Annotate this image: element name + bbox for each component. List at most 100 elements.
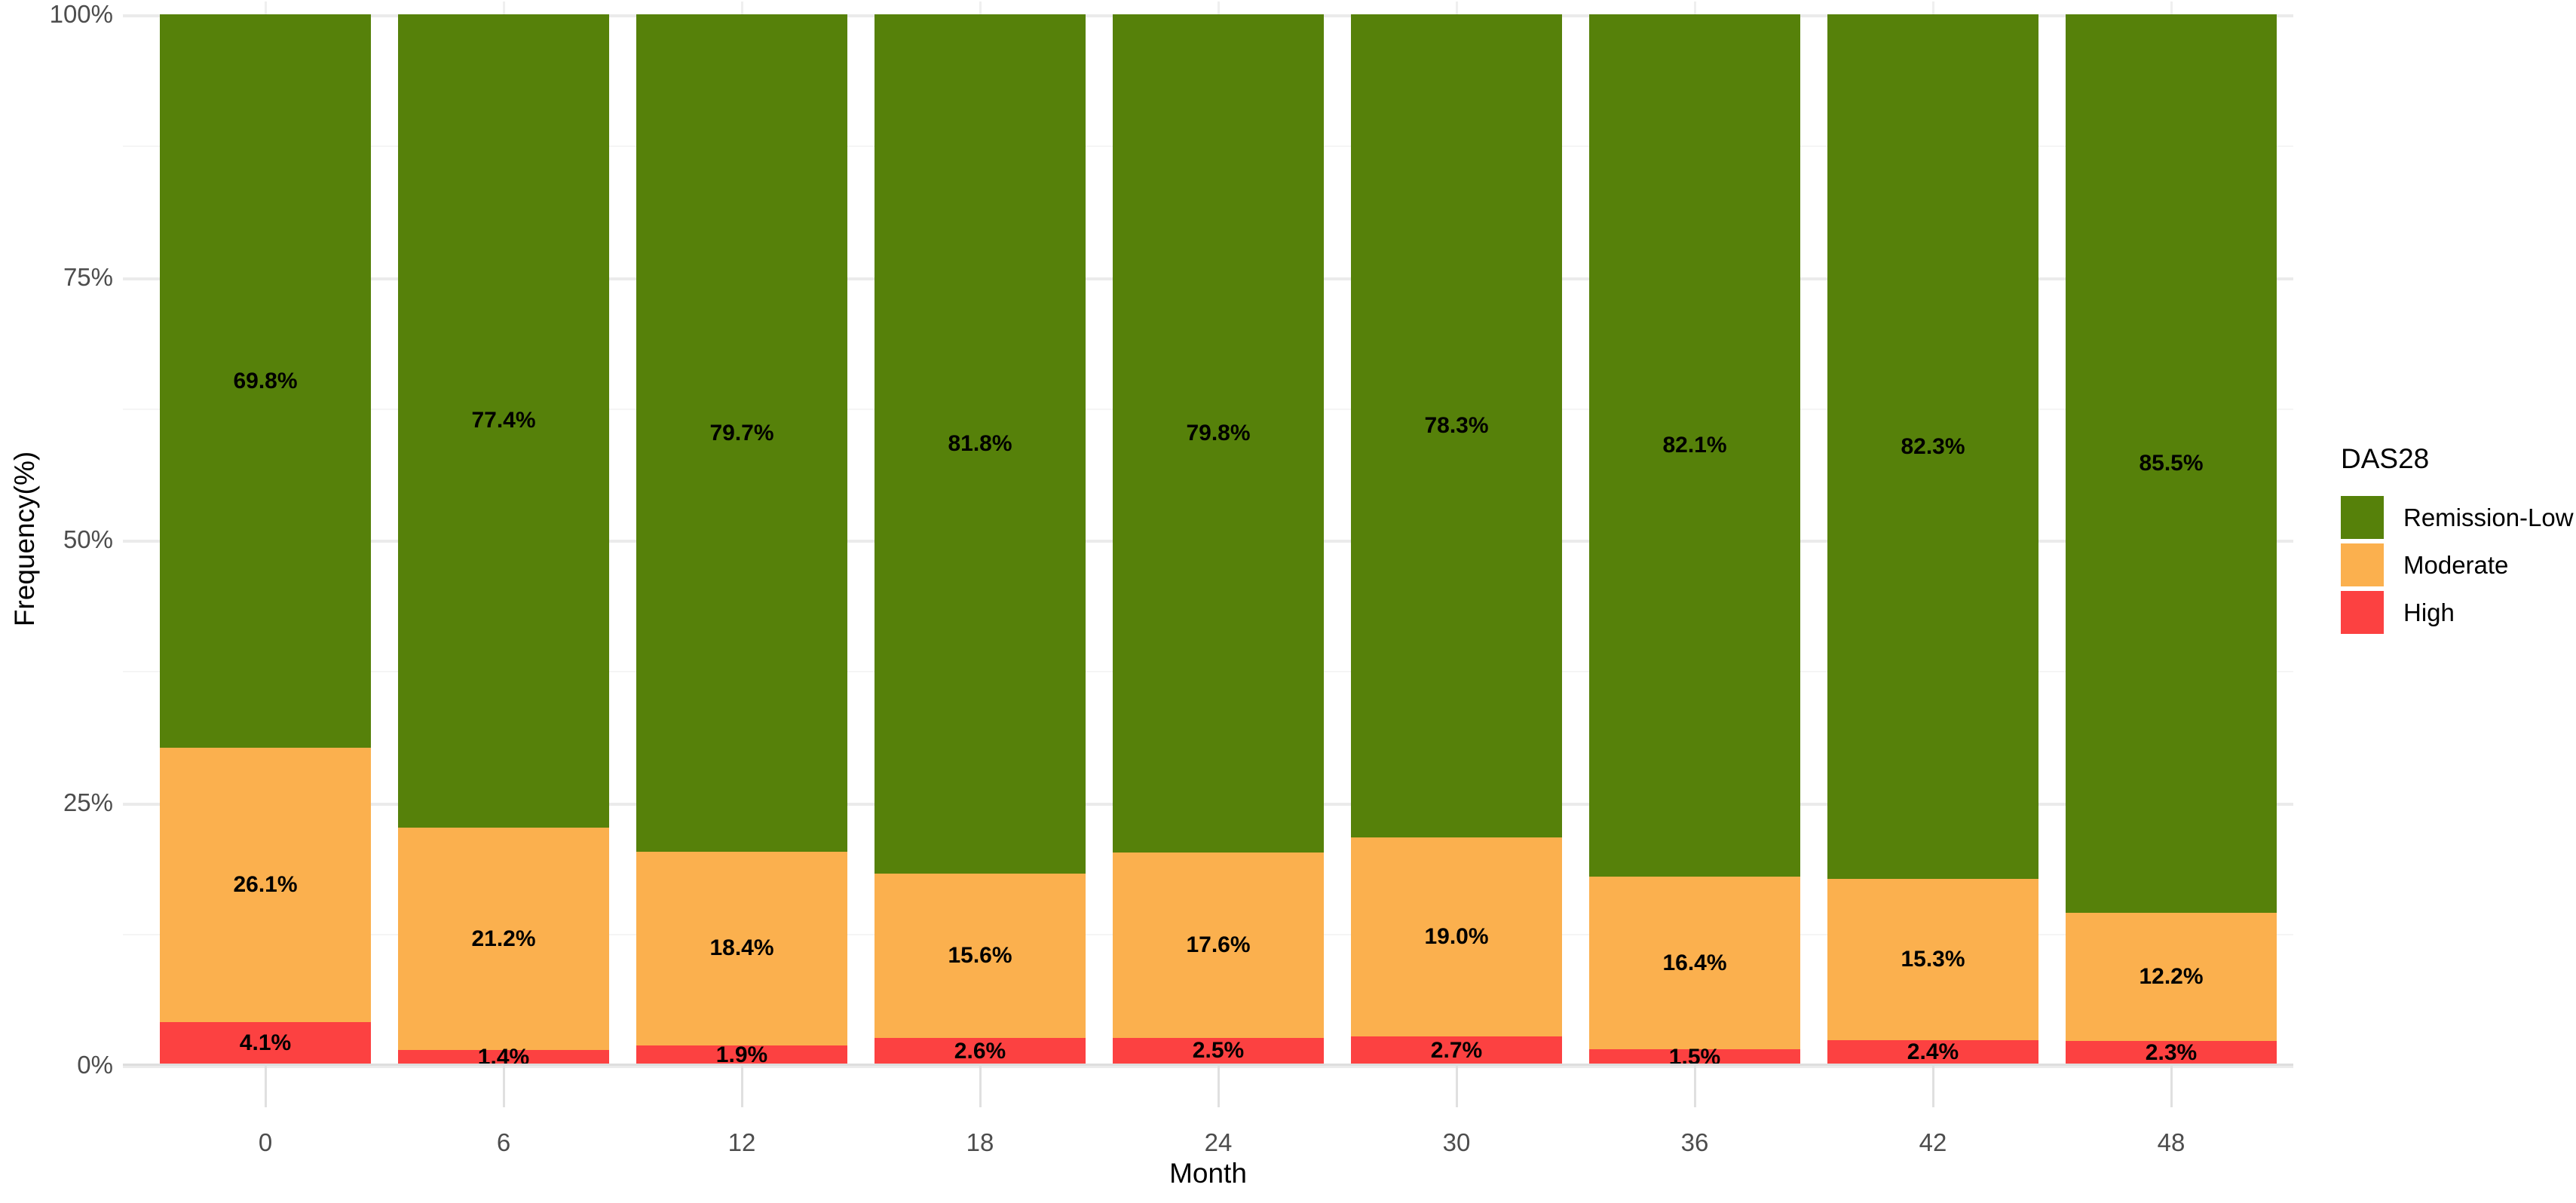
legend-item-label: Moderate (2403, 550, 2509, 579)
bar-group-month-36: 82.1% 16.4% 1.5% (1589, 14, 1800, 1068)
x-tick (741, 1066, 743, 1107)
x-tick-label: 24 (1204, 1128, 1233, 1156)
bar-segment-label: 2.5% (1192, 1038, 1245, 1064)
legend-key-swatch (2341, 543, 2384, 586)
bar-segment-remission-low: 69.8% (160, 14, 371, 748)
bar-segment-label: 78.3% (1424, 412, 1489, 438)
y-tick-label: 100% (49, 0, 113, 28)
bar-segment-remission-low: 79.8% (1113, 14, 1324, 853)
bar-group-month-18: 81.8% 15.6% 2.6% (874, 14, 1086, 1065)
bar-segment-moderate: 12.2% (2066, 912, 2277, 1041)
bar-group-month-6: 77.4% 21.2% 1.4% (398, 14, 609, 1069)
bar-segment-remission-low: 77.4% (398, 14, 609, 828)
bar-segment-label: 21.2% (471, 926, 536, 951)
legend-title: DAS28 (2341, 443, 2430, 474)
bar-segment-label: 79.8% (1186, 421, 1251, 446)
legend-key-swatch (2341, 591, 2384, 634)
x-tick (1694, 1066, 1696, 1107)
x-tick-label: 6 (496, 1128, 511, 1156)
bar-segment-moderate: 15.3% (1827, 879, 2038, 1040)
bar-segment-label: 2.6% (954, 1038, 1006, 1064)
bar-segment-label: 16.4% (1662, 950, 1727, 975)
x-tick (979, 1066, 982, 1107)
bar-segment-remission-low: 85.5% (2066, 14, 2277, 913)
bar-segment-label: 81.8% (948, 431, 1012, 457)
bar-segment-moderate: 18.4% (636, 852, 847, 1045)
bar-group-month-42: 82.3% 15.3% 2.4% (1827, 14, 2038, 1065)
bar-segment-moderate: 17.6% (1113, 853, 1324, 1038)
legend-item-remission-low: Remission-Low (2341, 496, 2574, 539)
bar-segment-remission-low: 79.7% (636, 14, 847, 853)
x-tick (503, 1066, 505, 1107)
bar-segment-label: 4.1% (239, 1030, 292, 1056)
bar-segment-label: 18.4% (709, 935, 774, 961)
x-axis-title: Month (1169, 1158, 1247, 1189)
bar-segment-label: 85.5% (2139, 450, 2204, 476)
bar-segment-high: 2.5% (1113, 1037, 1324, 1064)
bar-segment-label: 12.2% (2139, 963, 2204, 989)
bar-segment-remission-low: 82.3% (1827, 14, 2038, 880)
plot-panel: 69.8% 26.1% 4.1% 77.4% 21.2% 1.4% 79.7% 18.4% 1.… (123, 2, 2293, 1069)
bar-segment-moderate: 26.1% (160, 748, 371, 1022)
bar-segment-high: 2.4% (1827, 1039, 2038, 1065)
y-tick-label: 50% (63, 525, 113, 553)
bar-segment-high: 2.7% (1351, 1036, 1562, 1065)
legend-item-high: High (2341, 591, 2574, 634)
bar-group-month-12: 79.7% 18.4% 1.9% (636, 14, 847, 1067)
bar-segment-label: 15.3% (1901, 946, 1965, 972)
bar-segment-label: 19.0% (1424, 923, 1489, 949)
bar-segment-label: 2.3% (2145, 1039, 2198, 1065)
y-tick-label: 25% (63, 788, 113, 816)
bar-segment-label: 1.9% (715, 1042, 768, 1067)
bar-segment-remission-low: 81.8% (874, 14, 1086, 874)
bar-segment-high: 2.3% (2066, 1039, 2277, 1065)
bar-segment-label: 82.3% (1901, 433, 1965, 459)
y-tick-label: 0% (77, 1051, 113, 1079)
bar-segment-label: 26.1% (233, 871, 298, 897)
legend-item-moderate: Moderate (2341, 543, 2574, 586)
x-tick (1218, 1066, 1220, 1107)
bar-group-month-30: 78.3% 19.0% 2.7% (1351, 14, 1562, 1065)
x-axis: 0 6 12 18 24 30 36 42 48 (123, 1066, 2293, 1203)
gridline-horizontal-major (123, 1065, 2293, 1068)
x-tick-label: 18 (966, 1128, 994, 1156)
bar-segment-high: 2.6% (874, 1037, 1086, 1065)
x-tick (2170, 1066, 2173, 1107)
bar-segment-label: 69.8% (233, 368, 298, 393)
legend: DAS28 Remission-Low Moderate High (2341, 443, 2574, 634)
bar-segment-moderate: 15.6% (874, 874, 1086, 1038)
bar-segment-high: 4.1% (160, 1021, 371, 1065)
bar-segment-remission-low: 78.3% (1351, 14, 1562, 837)
legend-item-label: High (2403, 598, 2455, 626)
bar-segment-moderate: 16.4% (1589, 877, 1800, 1050)
bar-group-month-48: 85.5% 12.2% 2.3% (2066, 14, 2277, 1065)
x-tick (1932, 1066, 1934, 1107)
x-tick-label: 42 (1919, 1128, 1947, 1156)
legend-item-label: Remission-Low (2403, 503, 2574, 531)
bar-segment-moderate: 21.2% (398, 827, 609, 1051)
bar-segment-label: 15.6% (948, 943, 1012, 968)
x-tick-label: 30 (1442, 1128, 1471, 1156)
bar-segment-label: 79.7% (709, 420, 774, 445)
bar-segment-label: 2.4% (1907, 1039, 1959, 1065)
x-tick-label: 48 (2157, 1128, 2185, 1156)
bar-segment-label: 82.1% (1662, 433, 1727, 458)
x-tick (1456, 1066, 1458, 1107)
bar-segment-label: 17.6% (1186, 932, 1251, 958)
bar-group-month-24: 79.8% 17.6% 2.5% (1113, 14, 1324, 1065)
bar-segment-high: 1.5% (1589, 1045, 1800, 1068)
bar-segment-moderate: 19.0% (1351, 837, 1562, 1037)
bar-segment-label: 2.7% (1430, 1038, 1483, 1064)
x-tick-label: 12 (727, 1128, 756, 1156)
x-tick-label: 36 (1680, 1128, 1709, 1156)
x-tick (265, 1066, 267, 1107)
bar-segment-label: 77.4% (471, 408, 536, 433)
bar-segment-remission-low: 82.1% (1589, 14, 1800, 877)
x-tick-label: 0 (258, 1128, 273, 1156)
y-tick-label: 75% (63, 262, 113, 291)
bar-segment-high: 1.9% (636, 1042, 847, 1067)
x-axis-line (123, 1064, 2293, 1066)
bar-group-month-0: 69.8% 26.1% 4.1% (160, 14, 371, 1065)
legend-key-swatch (2341, 496, 2384, 539)
